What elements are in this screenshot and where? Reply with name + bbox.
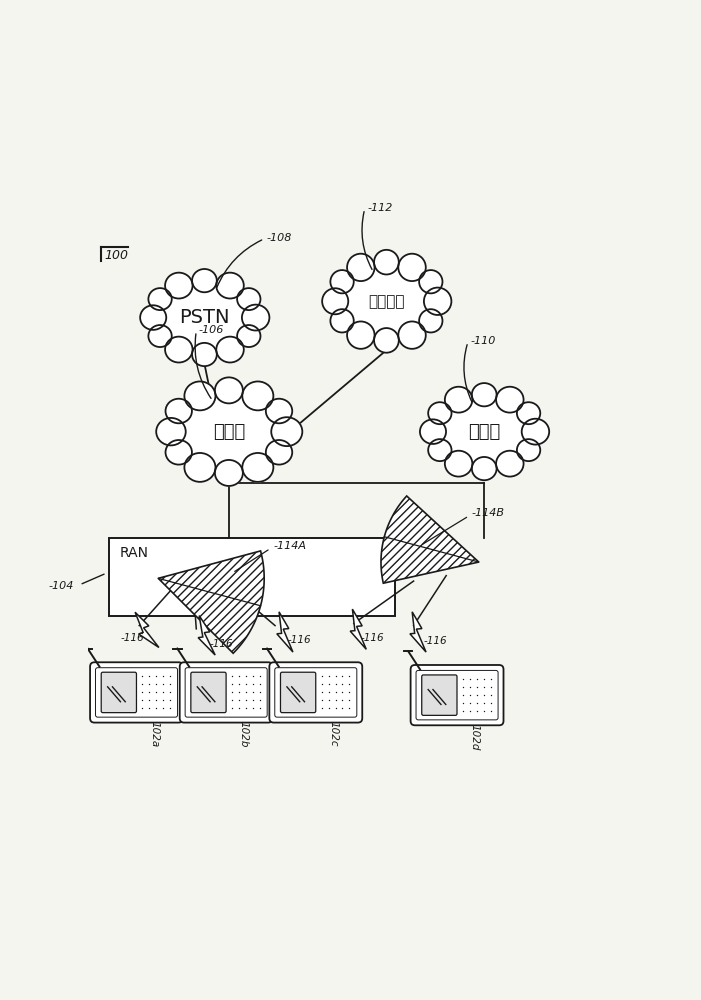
FancyBboxPatch shape xyxy=(422,675,457,715)
Ellipse shape xyxy=(165,273,193,299)
Ellipse shape xyxy=(156,418,186,445)
Ellipse shape xyxy=(271,417,302,446)
Ellipse shape xyxy=(266,440,292,465)
Text: 其它网络: 其它网络 xyxy=(368,294,404,309)
Ellipse shape xyxy=(343,269,430,333)
FancyBboxPatch shape xyxy=(269,662,362,723)
Ellipse shape xyxy=(347,254,374,281)
Ellipse shape xyxy=(149,288,172,310)
Ellipse shape xyxy=(398,254,426,281)
Ellipse shape xyxy=(266,399,292,423)
Polygon shape xyxy=(158,551,264,653)
Ellipse shape xyxy=(517,439,540,461)
Text: -116: -116 xyxy=(361,633,385,643)
Ellipse shape xyxy=(149,325,172,347)
FancyBboxPatch shape xyxy=(90,662,183,723)
Ellipse shape xyxy=(374,250,399,274)
Polygon shape xyxy=(198,616,215,655)
Ellipse shape xyxy=(237,288,261,310)
Ellipse shape xyxy=(496,451,524,477)
Ellipse shape xyxy=(419,270,442,293)
Ellipse shape xyxy=(398,321,426,349)
FancyBboxPatch shape xyxy=(411,665,503,725)
Polygon shape xyxy=(135,612,159,647)
Ellipse shape xyxy=(184,453,215,482)
Text: 核心网: 核心网 xyxy=(212,423,245,441)
Text: -112: -112 xyxy=(367,203,393,213)
Text: -114A: -114A xyxy=(273,541,306,551)
Ellipse shape xyxy=(496,387,524,413)
Text: -116: -116 xyxy=(121,633,144,643)
Polygon shape xyxy=(381,496,479,583)
Ellipse shape xyxy=(215,460,243,486)
Text: -108: -108 xyxy=(267,233,292,243)
Ellipse shape xyxy=(165,337,193,362)
Ellipse shape xyxy=(440,402,528,462)
Ellipse shape xyxy=(419,309,442,332)
Ellipse shape xyxy=(522,419,549,445)
FancyBboxPatch shape xyxy=(280,672,315,713)
Text: -116: -116 xyxy=(287,635,311,645)
Text: 100: 100 xyxy=(104,249,128,262)
Polygon shape xyxy=(350,609,367,649)
Text: -110: -110 xyxy=(470,336,496,346)
Ellipse shape xyxy=(445,451,472,477)
Text: -116: -116 xyxy=(210,639,233,649)
FancyBboxPatch shape xyxy=(179,662,273,723)
Ellipse shape xyxy=(215,377,243,403)
Ellipse shape xyxy=(165,399,192,423)
Text: 102c: 102c xyxy=(329,721,339,747)
Ellipse shape xyxy=(472,383,496,406)
Text: 102b: 102b xyxy=(239,721,249,748)
Ellipse shape xyxy=(192,343,217,366)
Text: 102d: 102d xyxy=(470,724,479,751)
Ellipse shape xyxy=(445,387,472,413)
Ellipse shape xyxy=(330,309,354,332)
Text: -104: -104 xyxy=(48,581,74,591)
Text: 102a: 102a xyxy=(149,721,159,748)
Ellipse shape xyxy=(217,273,244,299)
Ellipse shape xyxy=(472,457,496,480)
Ellipse shape xyxy=(140,305,166,330)
Ellipse shape xyxy=(347,321,374,349)
Ellipse shape xyxy=(242,305,269,331)
Text: -106: -106 xyxy=(199,325,224,335)
FancyBboxPatch shape xyxy=(191,672,226,713)
Polygon shape xyxy=(277,612,293,652)
Ellipse shape xyxy=(237,325,261,347)
Ellipse shape xyxy=(184,381,215,410)
Ellipse shape xyxy=(322,288,348,314)
Ellipse shape xyxy=(374,328,399,353)
Ellipse shape xyxy=(161,288,248,348)
Ellipse shape xyxy=(428,439,451,461)
Ellipse shape xyxy=(179,398,278,465)
Ellipse shape xyxy=(330,270,354,293)
Ellipse shape xyxy=(420,419,446,444)
Ellipse shape xyxy=(428,402,451,424)
Text: 因特网: 因特网 xyxy=(468,423,501,441)
FancyBboxPatch shape xyxy=(88,233,631,777)
Ellipse shape xyxy=(243,381,273,410)
Ellipse shape xyxy=(165,440,192,465)
Polygon shape xyxy=(410,612,426,652)
Text: -116: -116 xyxy=(423,636,447,646)
Text: PSTN: PSTN xyxy=(179,308,230,327)
Ellipse shape xyxy=(243,453,273,482)
Ellipse shape xyxy=(217,337,244,362)
Ellipse shape xyxy=(424,288,451,315)
Ellipse shape xyxy=(192,269,217,292)
Text: RAN: RAN xyxy=(119,546,148,560)
Ellipse shape xyxy=(517,402,540,424)
FancyBboxPatch shape xyxy=(101,672,137,713)
Text: -114B: -114B xyxy=(472,508,505,518)
FancyBboxPatch shape xyxy=(109,538,395,616)
